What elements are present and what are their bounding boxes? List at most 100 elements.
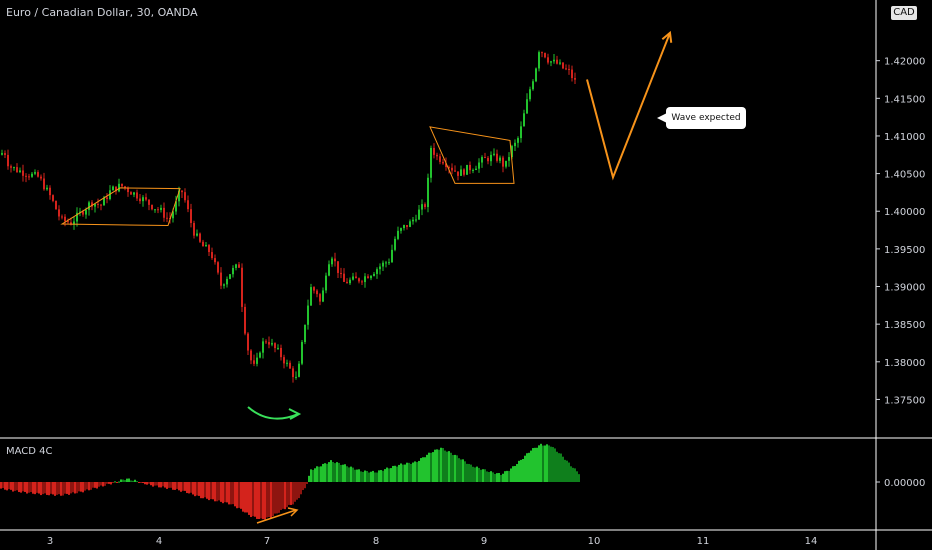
macd-bar [446,451,448,482]
candle-body [256,357,258,364]
wave-projection-arrowhead [661,30,673,43]
macd-bar [226,482,228,503]
macd-bar [312,469,314,482]
candle-body [508,157,510,161]
candle-body [289,362,291,369]
macd-bar [286,482,288,508]
macd-bar [112,482,114,483]
candle-body [175,201,177,212]
candle-body [307,305,309,325]
macd-bar [412,462,414,482]
candle-body [127,188,129,193]
candle-body [34,172,36,174]
candle-body [337,261,339,273]
macd-bar [482,469,484,482]
macd-bar [476,466,478,482]
candle-body [295,376,297,378]
macd-bar [108,482,110,484]
macd-bar [238,482,240,508]
candle-body [364,276,366,283]
macd-indicator-label: MACD 4C [6,446,53,457]
macd-bar [442,448,444,482]
macd-bar [554,448,556,482]
macd-bar [338,462,340,482]
candle-body [229,274,231,279]
candle-body [358,278,360,282]
macd-bar [64,482,66,494]
macd-bar [426,454,428,482]
macd-bar [530,450,532,482]
macd-bar [216,482,218,502]
candle-body [490,154,492,162]
time-tick-label: 9 [481,536,487,547]
macd-bar [222,482,224,504]
macd-bar [126,478,128,482]
macd-bar [296,482,298,500]
candle-body [535,68,537,82]
macd-bar [370,471,372,482]
macd-bar [232,482,234,505]
candle-body [118,183,120,192]
candle-body [133,192,135,195]
macd-bar [556,451,558,482]
macd-bar [522,459,524,482]
macd-bar [164,482,166,488]
macd-bar [408,462,410,482]
macd-bar [256,482,258,519]
candle-body [235,264,237,268]
candle-body [58,209,60,217]
candle-body [511,146,513,158]
macd-bar [244,482,246,513]
candle-body [418,209,420,220]
candle-body [70,222,72,225]
candle-body [184,192,186,201]
price-tick-label: 1.41500 [884,94,925,105]
candle-body [37,172,39,177]
macd-bar [182,482,184,491]
macd-bar [230,482,232,505]
macd-bar [22,482,24,492]
macd-bar [28,482,30,493]
consolidation-channel [60,187,181,227]
candle-body [310,287,312,306]
macd-bar [30,482,32,493]
candle-body [10,166,12,168]
macd-bar [366,470,368,482]
macd-bar [456,455,458,482]
macd-bar [8,482,10,490]
chart-title: Euro / Canadian Dollar, 30, OANDA [6,6,198,19]
candle-body [244,306,246,334]
macd-bar [148,482,150,484]
candle-body [349,279,351,284]
candle-body [484,157,486,159]
macd-bar [308,475,310,482]
macd-bar [10,482,12,490]
macd-bar [18,482,20,493]
candle-body [241,267,243,307]
macd-bar [392,465,394,482]
price-tick-label: 1.39000 [884,283,925,294]
candle-body [322,290,324,302]
macd-bar [566,460,568,482]
macd-bar [324,463,326,482]
macd-bar [284,482,286,510]
macd-bar [504,471,506,482]
macd-bar [348,467,350,482]
macd-bar [536,447,538,482]
macd-bar [190,482,192,493]
macd-bar [74,482,76,494]
macd-bar [264,482,266,520]
candle-body [280,347,282,358]
macd-bar [34,482,36,495]
candle-body [220,272,222,286]
macd-bar [492,472,494,482]
macd-bar [20,482,22,493]
candle-body [292,368,294,378]
macd-bar [292,482,294,505]
candle-body [400,228,402,231]
macd-bar [548,445,550,482]
macd-bar [48,482,50,496]
macd-bar [150,482,152,486]
macd-bar [380,470,382,482]
macd-bar [462,459,464,482]
